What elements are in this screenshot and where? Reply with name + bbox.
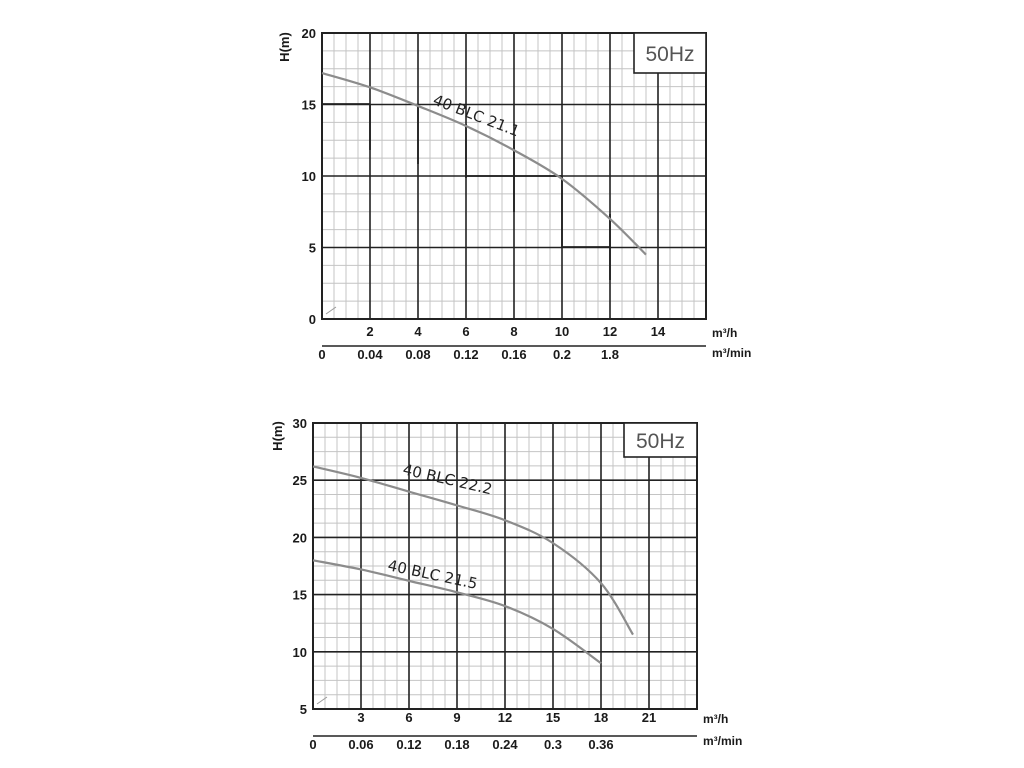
x-tick-label: 12	[498, 710, 512, 725]
x-secondary-tick-label: 0	[309, 737, 316, 752]
y-tick-label: 10	[293, 645, 307, 660]
y-tick-label: 20	[302, 26, 316, 41]
x-secondary-tick-label: 1.8	[601, 347, 619, 362]
y-tick-label: 10	[302, 169, 316, 184]
x-tick-label: 8	[510, 324, 517, 339]
x-tick-label: 2	[366, 324, 373, 339]
x-secondary-tick-label: 0.06	[348, 737, 373, 752]
y-axis-label: H(m)	[277, 32, 292, 62]
x-tick-label: 3	[357, 710, 364, 725]
y-tick-label: 5	[300, 702, 307, 717]
y-tick-label: 20	[293, 530, 307, 545]
frequency-badge-label: 50Hz	[636, 430, 685, 453]
x-secondary-tick-label: 0	[318, 347, 325, 362]
y-tick-label: 15	[293, 588, 307, 603]
x-secondary-tick-label: 0.24	[492, 737, 518, 752]
y-tick-label: 30	[293, 416, 307, 431]
chart-2: 5 10 15 20 25 30 3 6 9 12 15 18 21 0 0.06 0.12 0.18 0.24 0…	[270, 416, 742, 752]
x-tick-label: 14	[651, 324, 666, 339]
x-tick-label: 6	[405, 710, 412, 725]
x-tick-label: 21	[642, 710, 656, 725]
x-unit-secondary: m³/min	[703, 734, 742, 748]
x-secondary-tick-label: 0.2	[553, 347, 571, 362]
frequency-badge	[623, 422, 698, 458]
origin-mark	[316, 696, 328, 705]
x-secondary-tick-label: 0.3	[544, 737, 562, 752]
x-tick-label: 10	[555, 324, 569, 339]
chart-1: 0 5 10 15 20 2 4 6 8 10 12 14 0 0.04 0.08 0.12 0.16 0.2 1.…	[277, 26, 751, 362]
frequency-badge	[633, 32, 707, 74]
x-tick-label: 4	[414, 324, 422, 339]
y-tick-label: 5	[309, 241, 316, 256]
x-secondary-tick-label: 0.08	[405, 347, 430, 362]
y-tick-label: 15	[302, 98, 316, 113]
x-secondary-tick-label: 0.18	[444, 737, 469, 752]
x-secondary-tick-label: 0.36	[588, 737, 613, 752]
x-secondary-tick-label: 0.04	[357, 347, 383, 362]
y-tick-label: 0	[309, 312, 316, 327]
plot-frame	[312, 422, 698, 710]
x-unit-primary: m³/h	[703, 712, 728, 726]
major-grid	[322, 32, 706, 320]
x-tick-label: 18	[594, 710, 608, 725]
x-tick-label: 12	[603, 324, 617, 339]
x-tick-label: 6	[462, 324, 469, 339]
x-tick-label: 9	[453, 710, 460, 725]
x-secondary-tick-label: 0.12	[396, 737, 421, 752]
x-unit-secondary: m³/min	[712, 346, 751, 360]
y-axis-label: H(m)	[270, 421, 285, 451]
plot-frame	[321, 32, 707, 320]
x-tick-label: 15	[546, 710, 560, 725]
series-line	[312, 465, 634, 636]
x-secondary-tick-label: 0.12	[453, 347, 478, 362]
y-tick-label: 25	[293, 473, 307, 488]
frequency-badge-label: 50Hz	[645, 43, 694, 66]
x-secondary-tick-label: 0.16	[501, 347, 526, 362]
x-unit-primary: m³/h	[712, 326, 737, 340]
series-line	[321, 71, 647, 256]
series-line	[312, 559, 602, 665]
origin-mark	[325, 306, 337, 315]
